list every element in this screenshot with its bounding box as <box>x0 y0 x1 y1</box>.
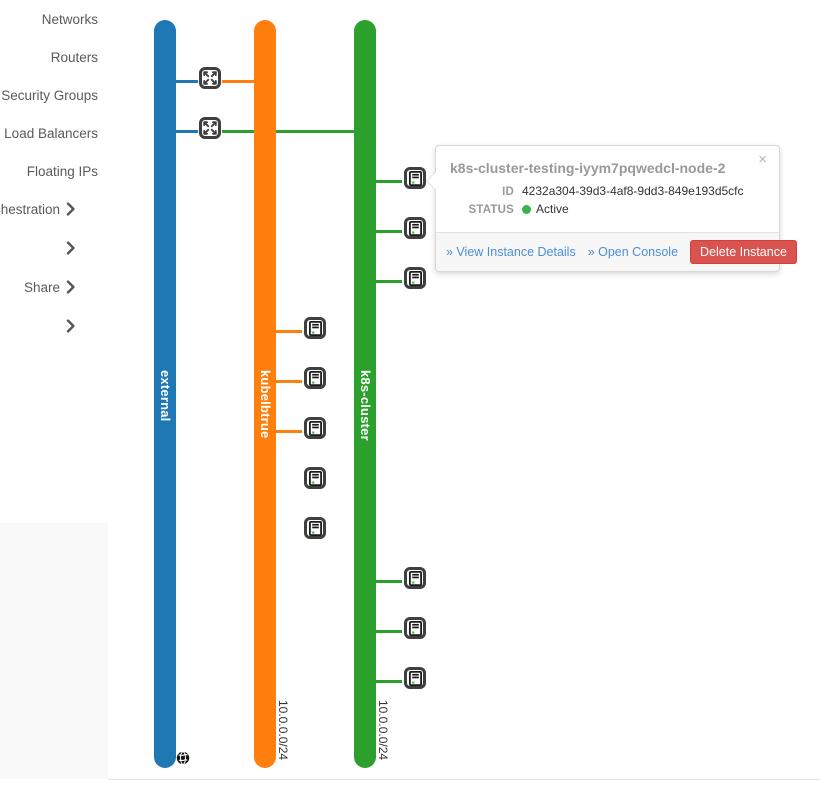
link-k8s-cluster-instance-6 <box>360 680 402 683</box>
detail-key-id: ID <box>502 186 514 198</box>
sidebar-item-group-4[interactable] <box>0 307 108 345</box>
sidebar-item-orchestration[interactable]: Orchestration <box>0 190 108 228</box>
instance-icon-k8s-cluster-instance-1[interactable] <box>404 167 426 189</box>
sidebar: Networks Routers Security Groups Load Balan… <box>0 0 108 787</box>
instance-icon-k8s-cluster-instance-4[interactable] <box>404 567 426 589</box>
status-badge: Active <box>522 202 569 216</box>
network-bar-k8s-cluster[interactable] <box>354 20 376 768</box>
sidebar-item-label: Routers <box>50 49 98 65</box>
detail-value-status: Active <box>536 202 569 216</box>
detail-key-status: STATUS <box>468 204 514 216</box>
sidebar-item-load-balancers[interactable]: Load Balancers <box>0 114 108 152</box>
network-bar-external[interactable] <box>154 20 176 768</box>
detail-value-id: 4232a304-39d3-4af8-9dd3-849e193d5cfc <box>522 184 744 198</box>
chevron-right-icon <box>64 319 78 333</box>
delete-instance-button[interactable]: Delete Instance <box>690 240 797 264</box>
link-kubelbtrue-instance-1 <box>260 330 302 333</box>
detail-row-status: STATUS Active <box>450 202 765 216</box>
instance-icon-k8s-cluster-instance-5[interactable] <box>404 617 426 639</box>
router-icon-router-external-to-k8s-cluster[interactable] <box>199 117 221 139</box>
subnet-cidr-k8s-cluster: 10.0.0.0/24 <box>376 700 390 761</box>
chevron-right-icon <box>64 241 78 255</box>
sidebar-item-routers[interactable]: Routers <box>0 38 108 76</box>
link-router-external-to-kubelbtrue-to-network <box>222 80 268 83</box>
link-k8s-cluster-instance-1 <box>360 180 402 183</box>
instance-info-popup[interactable]: × k8s-cluster-testing-iyym7pqwedcl-node-… <box>427 145 797 272</box>
close-icon[interactable]: × <box>758 151 767 168</box>
sidebar-item-label: Networks <box>41 11 98 27</box>
link-k8s-cluster-instance-5 <box>360 630 402 633</box>
instance-icon-kubelbtrue-instance-2[interactable] <box>304 367 326 389</box>
instance-icon-kubelbtrue-instance-1[interactable] <box>304 317 326 339</box>
link-kubelbtrue-instance-3 <box>260 430 302 433</box>
link-external-to-router-external-to-k8s-cluster <box>160 130 204 133</box>
chevron-right-icon <box>64 202 78 216</box>
link-external-to-router-external-to-kubelbtrue <box>160 80 204 83</box>
sidebar-item-label: Floating IPs <box>26 163 98 179</box>
popup-pointer-arrow <box>427 172 436 190</box>
router-icon-router-external-to-kubelbtrue[interactable] <box>199 67 221 89</box>
instance-icon-k8s-cluster-instance-2[interactable] <box>404 217 426 239</box>
popup-title: k8s-cluster-testing-iyym7pqwedcl-node-2 <box>450 160 726 176</box>
instance-icon-kubelbtrue-instance-4[interactable] <box>304 467 326 489</box>
instance-icon-kubelbtrue-instance-3[interactable] <box>304 417 326 439</box>
instance-icon-kubelbtrue-instance-5[interactable] <box>304 517 326 539</box>
link-router-external-to-k8s-cluster-to-network <box>222 130 368 133</box>
content-bottom-divider <box>108 779 820 780</box>
sidebar-item-floating-ips[interactable]: Floating IPs <box>0 152 108 190</box>
instance-icon-k8s-cluster-instance-3[interactable] <box>404 267 426 289</box>
chevron-right-icon <box>64 280 78 294</box>
link-k8s-cluster-instance-3 <box>360 280 402 283</box>
link-kubelbtrue-instance-2 <box>260 380 302 383</box>
open-console-link[interactable]: » Open Console <box>587 245 679 259</box>
sidebar-item-label: Load Balancers <box>4 125 98 141</box>
sidebar-item-label: Security Groups <box>1 87 98 103</box>
subnet-cidr-kubelbtrue: 10.0.0.0/24 <box>276 700 290 761</box>
link-k8s-cluster-instance-2 <box>360 230 402 233</box>
link-k8s-cluster-instance-4 <box>360 580 402 583</box>
view-instance-details-link[interactable]: » View Instance Details <box>446 245 576 259</box>
sidebar-item-group-2[interactable] <box>0 229 108 267</box>
topology-canvas[interactable]: external kubelbtrue 10.0.0.0/24 k8s-cluster… <box>108 0 820 787</box>
network-bar-kubelbtrue[interactable] <box>254 20 276 768</box>
status-dot-icon <box>522 205 531 215</box>
instance-icon-k8s-cluster-instance-6[interactable] <box>404 667 426 689</box>
detail-row-id: ID 4232a304-39d3-4af8-9dd3-849e193d5cfc <box>450 184 765 198</box>
sidebar-item-networks[interactable]: Networks <box>0 0 108 38</box>
sidebar-item-label: Share <box>23 279 60 295</box>
popup-details: ID 4232a304-39d3-4af8-9dd3-849e193d5cfc … <box>436 184 779 232</box>
popup-actions: » View Instance Details » Open Console D… <box>436 232 797 271</box>
sidebar-lower-panel <box>0 523 108 779</box>
globe-icon <box>176 751 190 765</box>
sidebar-item-label: Orchestration <box>0 201 60 217</box>
sidebar-item-share[interactable]: Share <box>0 268 108 306</box>
sidebar-item-security-groups[interactable]: Security Groups <box>0 76 108 114</box>
